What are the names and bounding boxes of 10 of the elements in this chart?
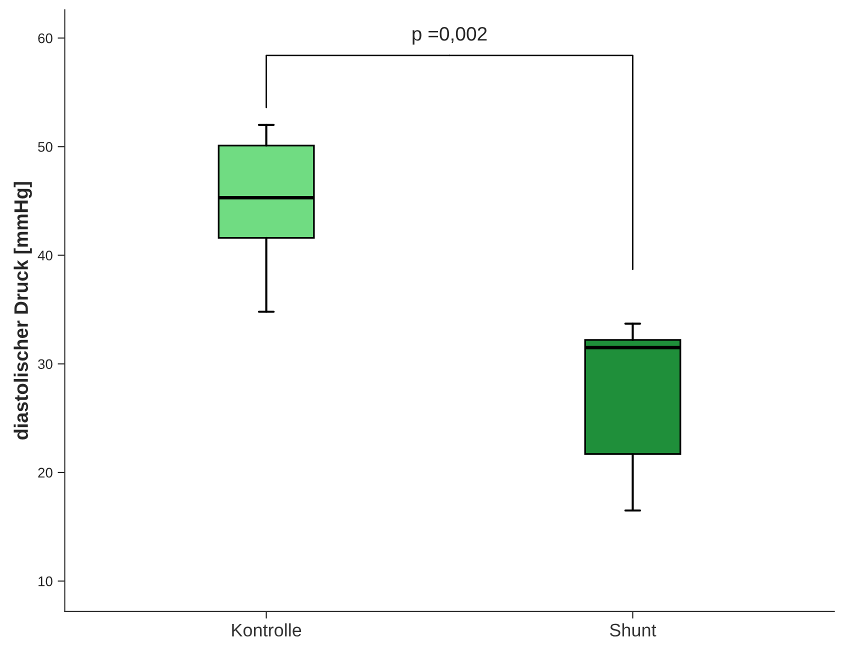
y-tick-label: 10 — [38, 576, 52, 586]
y-tick-label: 50 — [38, 142, 52, 152]
x-tick-label: Shunt — [610, 623, 656, 637]
y-tick-label: 40 — [38, 250, 52, 260]
y-tick-label: 20 — [38, 468, 52, 478]
y-axis-title: diastolischer Druck [mmHg] — [14, 182, 32, 440]
y-tick-label: 60 — [38, 33, 52, 44]
annotation: p =0,002 — [412, 26, 487, 45]
y-tick-label: 30 — [38, 359, 52, 370]
x-tick-label: Kontrolle — [232, 623, 302, 637]
